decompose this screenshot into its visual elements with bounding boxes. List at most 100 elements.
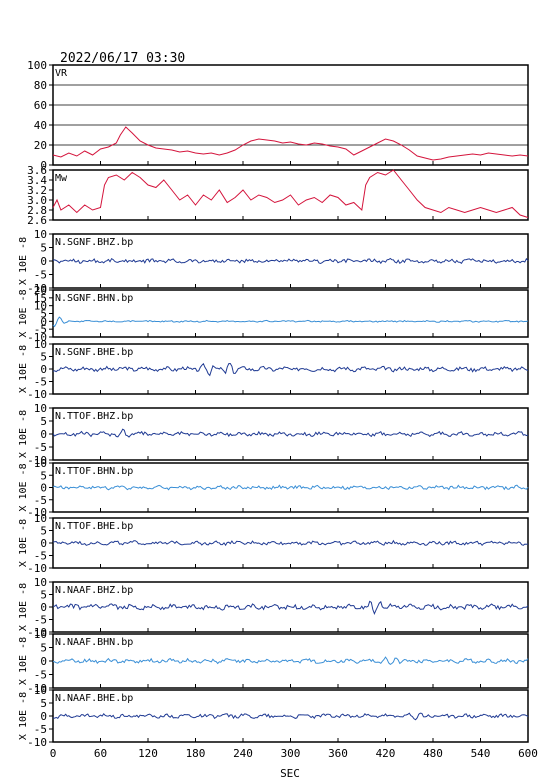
y-axis-label: X 10E -8 xyxy=(18,519,29,567)
y-tick-label: 5 xyxy=(40,469,47,482)
x-axis-label: SEC xyxy=(280,767,300,780)
panels-group: 020406080100VR2.62.83.03.23.43.6Mw-10-50… xyxy=(18,59,529,749)
panel-label: N.TTOF.BHN.bp xyxy=(55,466,133,477)
y-tick-label: 80 xyxy=(34,79,47,92)
y-tick-label: -10 xyxy=(27,454,47,467)
y-tick-label: -10 xyxy=(27,626,47,639)
y-tick-label: 5 xyxy=(40,242,47,255)
x-tick-label: 480 xyxy=(423,747,443,760)
x-tick-label: 300 xyxy=(281,747,301,760)
y-tick-label: 0 xyxy=(40,710,47,723)
series-line xyxy=(52,484,529,491)
y-tick-label: 3.2 xyxy=(27,184,47,197)
panel-label: N.TTOF.BHE.bp xyxy=(55,521,133,532)
y-tick-label: 100 xyxy=(27,59,47,72)
y-axis-label: X 10E -8 xyxy=(18,289,29,337)
series-line xyxy=(52,257,529,265)
panel-label: N.NAAF.BHZ.bp xyxy=(55,585,133,596)
series-line xyxy=(52,712,529,721)
series-line xyxy=(53,600,529,616)
y-tick-label: -5 xyxy=(34,614,47,627)
y-tick-label: 15 xyxy=(34,292,47,305)
panel-label: N.TTOF.BHZ.bp xyxy=(55,411,133,422)
x-axis: 0 60 120 180 240 300 360 420 480 540 600 xyxy=(50,747,538,760)
timestamp-label: 2022/06/17 03:30 xyxy=(60,51,185,66)
y-tick-label: -5 xyxy=(34,323,47,336)
y-tick-label: 5 xyxy=(40,351,47,364)
x-tick-label: 360 xyxy=(328,747,348,760)
y-tick-label: 5 xyxy=(40,525,47,538)
series-line xyxy=(52,362,529,377)
y-tick-label: 10 xyxy=(34,512,47,525)
y-tick-label: 0 xyxy=(40,601,47,614)
panel-label: N.NAAF.BHN.bp xyxy=(55,637,133,648)
panel-label: N.SGNF.BHE.bp xyxy=(55,347,133,358)
y-tick-label: -5 xyxy=(34,269,47,282)
x-tick-label: 0 xyxy=(50,747,57,760)
y-tick-label: -5 xyxy=(34,550,47,563)
y-tick-label: 5 xyxy=(40,697,47,710)
y-axis-label: X 10E -8 xyxy=(18,637,29,685)
series-line xyxy=(52,169,529,218)
y-tick-label: 0 xyxy=(40,428,47,441)
y-tick-label: 5 xyxy=(40,589,47,602)
y-tick-label: 10 xyxy=(34,300,47,313)
y-tick-label: 20 xyxy=(34,284,47,297)
panel-label: N.NAAF.BHE.bp xyxy=(55,693,133,704)
y-tick-label: 2.6 xyxy=(27,214,47,227)
y-tick-label: 5 xyxy=(40,642,47,655)
y-tick-label: 10 xyxy=(34,402,47,415)
y-tick-label: 60 xyxy=(34,99,47,112)
panel-label: VR xyxy=(55,68,68,79)
y-tick-label: -10 xyxy=(27,506,47,519)
series-line xyxy=(52,428,529,438)
y-tick-label: 3.0 xyxy=(27,194,47,207)
panel-label: N.SGNF.BHN.bp xyxy=(55,293,133,304)
panel-label: N.SGNF.BHZ.bp xyxy=(55,237,133,248)
y-tick-label: 0 xyxy=(40,482,47,495)
y-tick-label: -5 xyxy=(34,441,47,454)
series-line xyxy=(52,539,529,547)
y-tick-label: -10 xyxy=(27,282,47,295)
series-line xyxy=(52,316,529,328)
y-axis-label: X 10E -8 xyxy=(18,237,29,285)
y-axis-label: X 10E -8 xyxy=(18,583,29,631)
series-line xyxy=(52,656,529,666)
series-line xyxy=(52,126,529,161)
y-tick-label: 2.8 xyxy=(27,204,47,217)
y-tick-label: 0 xyxy=(40,159,47,172)
y-tick-label: 0 xyxy=(40,363,47,376)
y-tick-label: -10 xyxy=(27,388,47,401)
y-tick-label: -10 xyxy=(27,331,47,344)
x-tick-label: 180 xyxy=(186,747,206,760)
y-tick-label: -5 xyxy=(34,376,47,389)
x-tick-label: 540 xyxy=(471,747,491,760)
y-tick-label: 10 xyxy=(34,457,47,470)
y-axis-label: X 10E -8 xyxy=(18,345,29,393)
y-tick-label: 0 xyxy=(40,655,47,668)
y-tick-label: -10 xyxy=(27,682,47,695)
y-tick-label: -5 xyxy=(34,669,47,682)
y-tick-label: 0 xyxy=(40,537,47,550)
y-tick-label: -10 xyxy=(27,562,47,575)
y-tick-label: 10 xyxy=(34,628,47,641)
y-tick-label: 5 xyxy=(40,415,47,428)
panel-2: 2.62.83.03.23.43.6 Mw xyxy=(27,164,529,227)
y-axis-label: X 10E -8 xyxy=(18,692,29,740)
y-tick-label: 10 xyxy=(34,576,47,589)
panel-frame xyxy=(52,64,529,166)
x-tick-label: 60 xyxy=(94,747,107,760)
x-tick-label: 420 xyxy=(376,747,396,760)
y-tick-label: -5 xyxy=(34,723,47,736)
y-axis-label: X 10E -8 xyxy=(18,410,29,458)
